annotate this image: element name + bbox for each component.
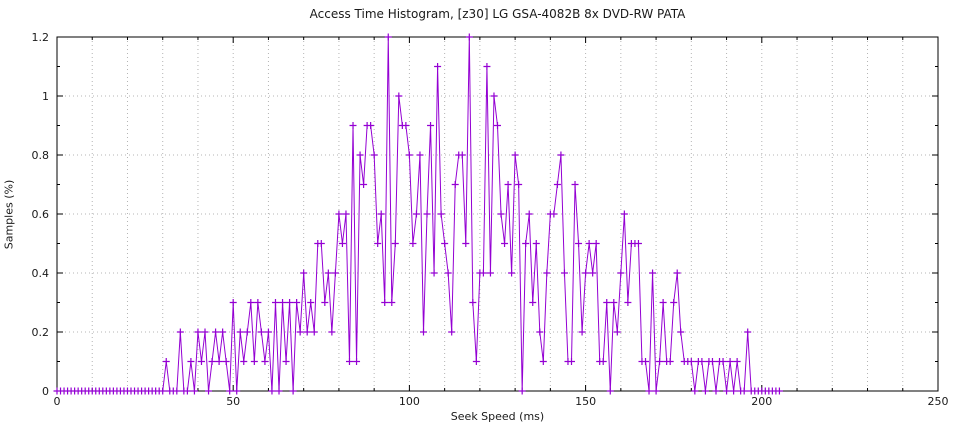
data-line [57, 36, 780, 392]
y-tick-label: 0.2 [32, 326, 50, 339]
y-tick-label: 0.6 [32, 208, 50, 221]
y-tick-label: 0 [42, 385, 49, 398]
x-tick-label: 100 [399, 395, 420, 408]
x-tick-label: 250 [928, 395, 949, 408]
x-tick-label: 150 [575, 395, 596, 408]
data-point-markers [53, 33, 783, 395]
x-tick-label: 50 [226, 395, 240, 408]
y-tick-label: 1 [42, 90, 49, 103]
chart-title: Access Time Histogram, [z30] LG GSA-4082… [309, 7, 686, 21]
plot-border [56, 36, 939, 392]
x-axis-label: Seek Speed (ms) [450, 410, 545, 423]
y-tick-label: 0.4 [32, 267, 50, 280]
x-tick-label: 0 [54, 395, 61, 408]
x-tick-label: 200 [751, 395, 772, 408]
y-tick-label: 1.2 [32, 31, 50, 44]
y-tick-label: 0.8 [32, 149, 50, 162]
